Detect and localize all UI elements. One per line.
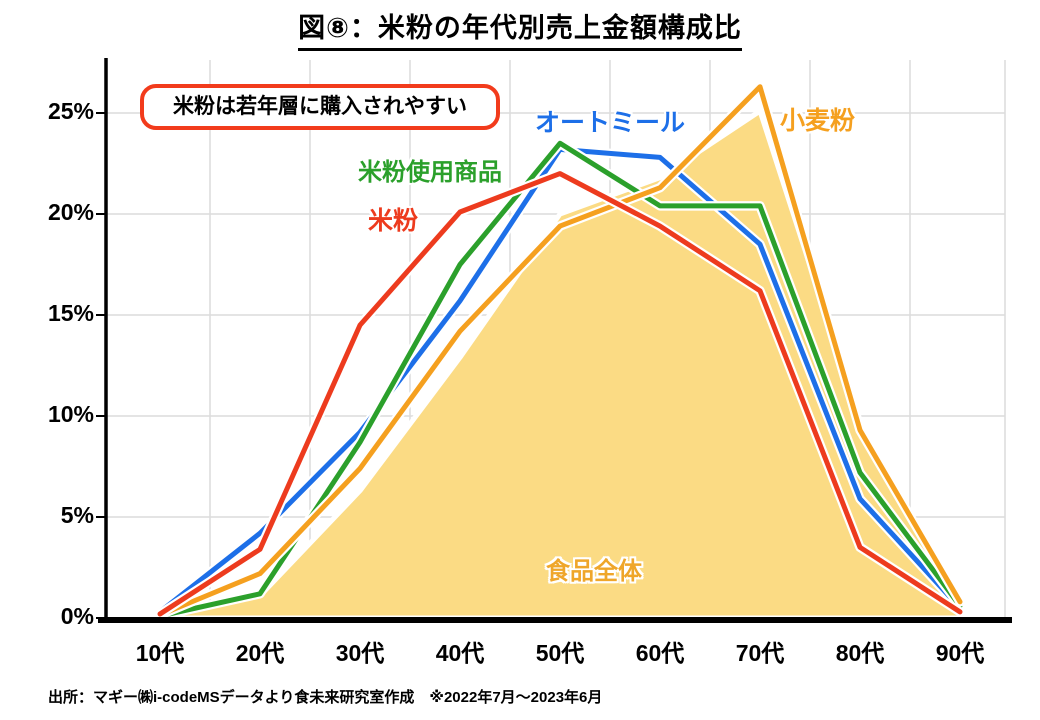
callout-box: 米粉は若年層に購入されやすい [140, 84, 500, 130]
x-tick-20s: 20代 [235, 640, 285, 666]
y-tick-25: 25% [47, 98, 94, 124]
series-label-wheat-flour: 小麦粉 [780, 107, 856, 135]
x-tick-60s: 60代 [635, 640, 685, 666]
x-tick-70s: 70代 [735, 640, 785, 666]
y-tick-0: 0% [60, 603, 94, 629]
y-tick-15: 15% [47, 300, 94, 326]
x-tick-40s: 40代 [435, 640, 485, 666]
x-tick-90s: 90代 [935, 640, 985, 666]
x-tick-30s: 30代 [335, 640, 385, 666]
callout-text: 米粉は若年層に購入されやすい [173, 95, 467, 118]
series-label-oatmeal: オートミール [535, 109, 686, 137]
page-title: 図⑧：米粉の年代別売上金額構成比 [0, 6, 1040, 51]
y-tick-20: 20% [47, 199, 94, 225]
page-title-text: 図⑧：米粉の年代別売上金額構成比 [298, 6, 742, 51]
y-tick-10: 10% [47, 401, 94, 427]
y-tick-5: 5% [60, 502, 94, 528]
x-tick-50s: 50代 [535, 640, 585, 666]
x-tick-10s: 10代 [135, 640, 185, 666]
x-tick-80s: 80代 [835, 640, 885, 666]
source-note: 出所：マギー㈱i-codeMSデータより食未来研究室作成 ※2022年7月～20… [48, 689, 603, 706]
series-label-all-food: 食品全体 [546, 558, 642, 585]
series-label-rice-products: 米粉使用商品 [358, 159, 502, 186]
series-label-rice-flour: 米粉 [368, 207, 419, 235]
